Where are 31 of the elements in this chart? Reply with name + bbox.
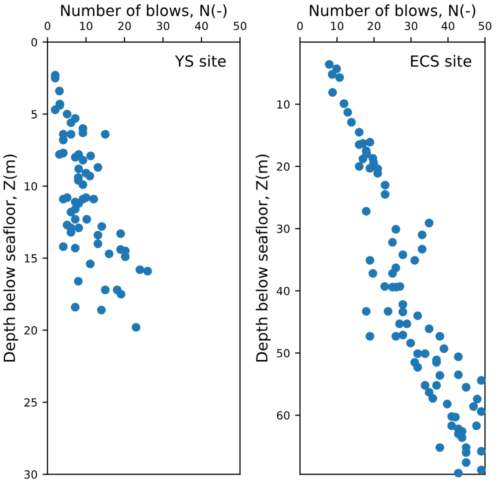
- x-tick-label: 10: [331, 22, 344, 30]
- x-tick-label: 0: [44, 22, 50, 30]
- x-tick-label: 20: [368, 22, 380, 30]
- x-axis-title: Number of blows, N(-): [310, 4, 476, 18]
- y-tick-label: 20: [276, 162, 290, 171]
- x-tick-label: 20: [118, 22, 131, 30]
- y-tick-label: 50: [276, 348, 290, 358]
- annotation: YS site: [175, 54, 226, 67]
- y-tick-label: 20: [24, 326, 38, 335]
- y-tick-label: 10: [24, 182, 38, 190]
- y-axis-title: Depth below seafloor, Z(m): [3, 154, 18, 362]
- y-tick-label: 30: [24, 470, 38, 479]
- annotation: ECS site: [411, 54, 472, 67]
- y-tick-label: 25: [24, 398, 37, 407]
- x-tick-label: 50: [478, 22, 492, 30]
- y-tick-label: 15: [24, 254, 37, 263]
- y-tick-label: 10: [277, 100, 290, 109]
- x-axis-title: Number of blows, N(-): [61, 4, 227, 18]
- y-tick-label: 5: [32, 110, 37, 118]
- x-tick-label: 40: [194, 22, 208, 30]
- y-tick-label: 40: [276, 286, 290, 296]
- x-tick-label: 10: [80, 22, 92, 30]
- x-tick-label: 50: [234, 22, 246, 30]
- x-tick-label: 30: [404, 22, 418, 30]
- x-tick-label: 30: [156, 22, 170, 30]
- y-tick-label: 30: [276, 224, 290, 233]
- y-tick-label: 60: [276, 411, 290, 420]
- x-tick-label: 40: [441, 22, 454, 30]
- x-tick-label: 0: [297, 22, 303, 30]
- y-tick-label: 0: [31, 38, 38, 46]
- y-axis-title: Depth below seafloor, Z(m): [256, 154, 271, 362]
